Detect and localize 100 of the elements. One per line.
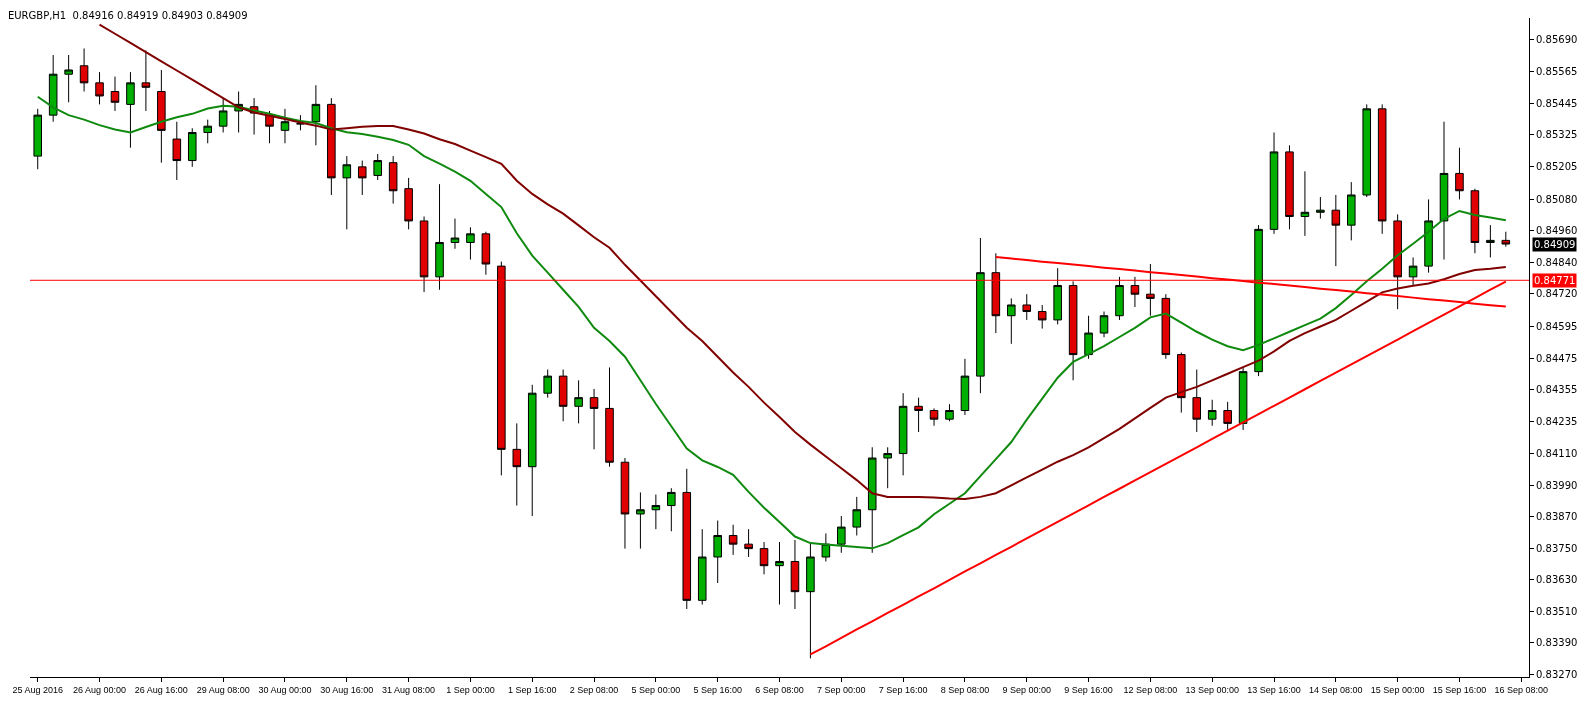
candlestick xyxy=(821,532,831,562)
y-tick-label: 0.84355 xyxy=(1536,384,1578,396)
x-tick-label: 1 Sep 00:00 xyxy=(446,684,495,695)
candlestick xyxy=(636,491,645,550)
candlestick xyxy=(450,218,460,250)
candlestick xyxy=(1300,170,1310,237)
y-tick-label: 0.85205 xyxy=(1536,160,1578,172)
candlestick xyxy=(33,108,43,170)
x-tick-label: 31 Aug 08:00 xyxy=(382,684,436,695)
y-tick-label: 0.83750 xyxy=(1536,542,1578,554)
x-tick-label: 13 Sep 16:00 xyxy=(1247,684,1301,695)
candlestick xyxy=(837,515,846,554)
y-tick-label: 0.84595 xyxy=(1536,321,1578,332)
candlestick xyxy=(589,388,599,450)
candlestick xyxy=(218,97,228,133)
candlestick xyxy=(203,119,212,144)
candlestick xyxy=(728,524,738,556)
y-tick-label: 0.83270 xyxy=(1536,668,1578,680)
candlestick xyxy=(775,541,784,606)
candlestick xyxy=(342,155,352,230)
x-tick-label: 30 Aug 00:00 xyxy=(258,684,312,695)
candlestick xyxy=(1316,196,1325,220)
y-tick-label: 0.83870 xyxy=(1536,511,1578,523)
ref-line-label: 0.84771 xyxy=(1534,275,1576,286)
candlestick xyxy=(1223,401,1232,431)
candlestick xyxy=(388,155,398,205)
y-tick-label: 0.84840 xyxy=(1536,256,1578,268)
candlestick xyxy=(1053,267,1062,325)
y-tick-label: 0.84235 xyxy=(1536,415,1578,427)
candlestick xyxy=(945,403,954,422)
candlestick xyxy=(605,366,614,468)
x-tick-label: 7 Sep 00:00 xyxy=(817,684,866,695)
candlestick xyxy=(651,494,661,530)
candlestick xyxy=(419,215,429,293)
annotation: 0.84909 xyxy=(1534,239,1576,250)
candlestick xyxy=(867,446,877,554)
candlestick xyxy=(790,539,800,610)
candlestick xyxy=(806,541,815,659)
candlestick xyxy=(1037,304,1047,330)
candlestick xyxy=(1486,224,1495,258)
candlestick xyxy=(914,397,923,433)
y-tick-label: 0.83990 xyxy=(1536,479,1578,491)
candlestick xyxy=(1192,369,1202,433)
candlestick xyxy=(543,369,552,399)
y-tick-label: 0.85445 xyxy=(1536,97,1578,109)
candlestick xyxy=(976,237,985,394)
candlestick xyxy=(1439,121,1449,261)
candlestick xyxy=(466,226,475,261)
candlestick xyxy=(373,153,382,181)
x-tick-label: 15 Sep 16:00 xyxy=(1432,684,1487,695)
candlestick xyxy=(1285,144,1294,230)
x-tick-label: 9 Sep 00:00 xyxy=(1002,684,1052,695)
x-tick-label: 30 Aug 16:00 xyxy=(320,684,374,695)
candlestick xyxy=(667,487,676,532)
candlestick xyxy=(1177,351,1186,414)
x-tick-label: 26 Aug 00:00 xyxy=(73,684,127,695)
candlestick xyxy=(697,528,707,606)
candlestick xyxy=(1146,263,1155,317)
candlestick xyxy=(404,177,413,230)
candlestick xyxy=(1424,198,1433,274)
x-tick-label: 15 Sep 00:00 xyxy=(1370,684,1425,695)
x-tick-label: 13 Sep 00:00 xyxy=(1185,684,1239,695)
candlestick xyxy=(1347,181,1356,241)
candlestick xyxy=(713,520,722,584)
candlestick xyxy=(1408,256,1418,287)
candlestick xyxy=(79,47,89,93)
candlestick xyxy=(1254,224,1263,377)
candlestick xyxy=(1377,103,1387,235)
x-tick-label: 5 Sep 16:00 xyxy=(693,684,742,695)
candlestick xyxy=(1362,103,1372,198)
y-tick-label: 0.83630 xyxy=(1536,574,1578,586)
candlestick xyxy=(357,160,367,196)
y-tick-label: 0.84110 xyxy=(1536,448,1578,460)
candlestick xyxy=(512,422,522,507)
candlestick xyxy=(929,407,939,427)
candlestick xyxy=(1269,131,1279,235)
chart-title: EURGBP,H1 0.84916 0.84919 0.84903 0.84909 xyxy=(7,10,248,22)
candlestick xyxy=(187,127,197,168)
x-tick-label: 5 Sep 00:00 xyxy=(631,684,681,695)
candlestick xyxy=(898,392,908,476)
y-tick-label: 0.83390 xyxy=(1536,637,1578,649)
x-tick-label: 7 Sep 16:00 xyxy=(878,684,928,695)
candlestick xyxy=(574,379,583,424)
candlestick xyxy=(110,76,120,112)
candlestick xyxy=(280,108,290,144)
candlestick xyxy=(1084,315,1093,360)
candlestick xyxy=(1068,280,1078,381)
candlestick xyxy=(744,528,753,558)
y-tick-label: 0.85565 xyxy=(1536,66,1578,78)
y-tick-label: 0.85080 xyxy=(1536,193,1578,205)
candlestick xyxy=(527,384,537,517)
x-tick-label: 14 Sep 08:00 xyxy=(1309,684,1363,695)
candlestick xyxy=(1130,276,1140,308)
candlestick xyxy=(1099,311,1109,338)
candlestick xyxy=(759,541,769,575)
candlestick xyxy=(1331,194,1341,267)
candlestick xyxy=(960,358,970,416)
x-tick-label: 12 Sep 08:00 xyxy=(1123,684,1178,695)
candlestick xyxy=(991,252,1001,334)
candlestick xyxy=(1022,293,1032,321)
